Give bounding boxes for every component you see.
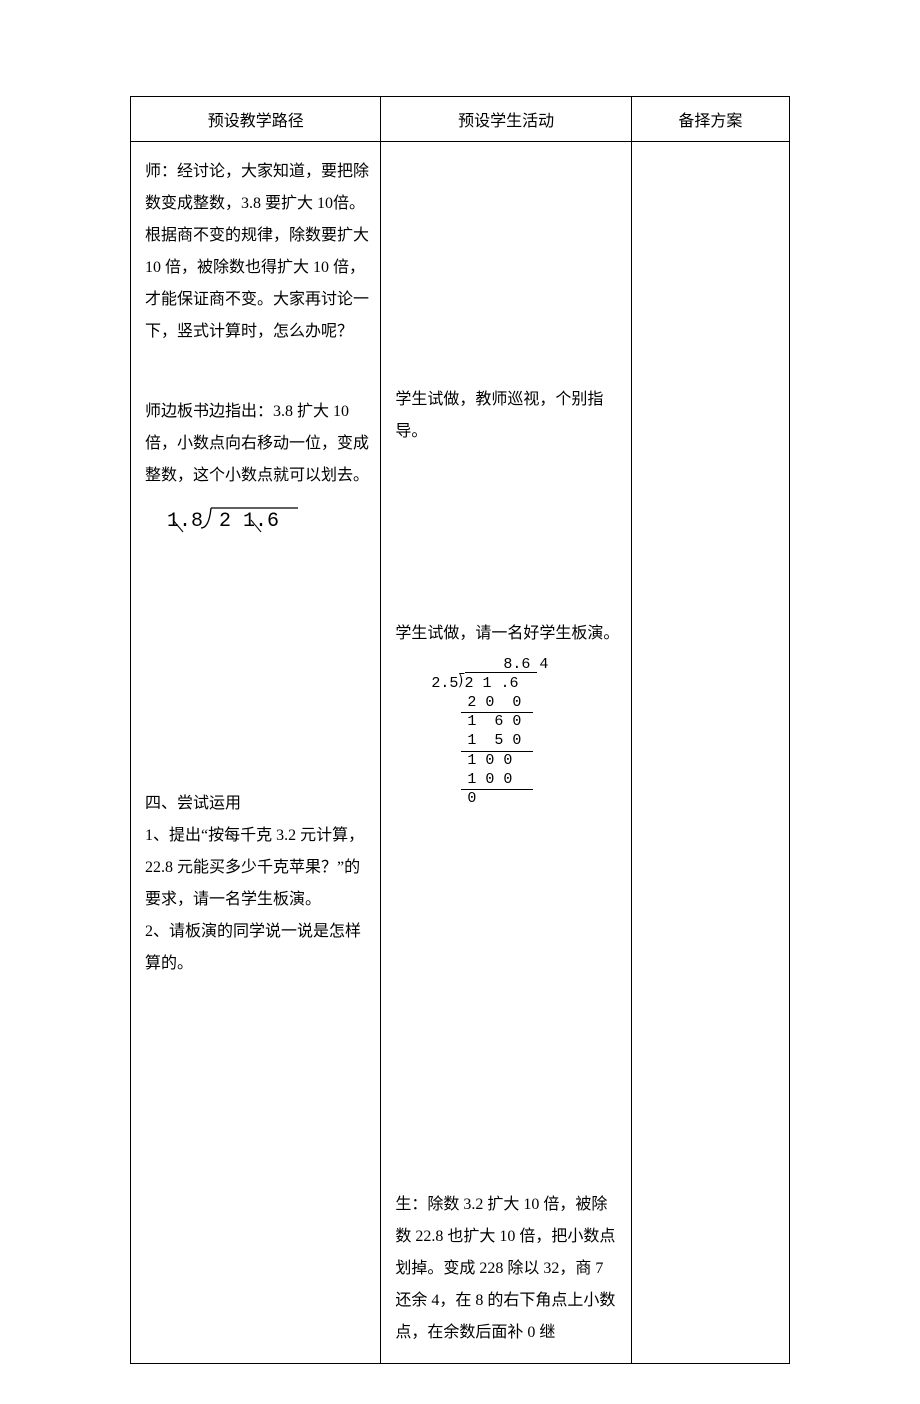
division-bracket-1: 1.8 2 1.6 (163, 498, 323, 538)
section-4-item-2: 2、请板演的同学说一说是怎样算的。 (145, 916, 370, 980)
student-paragraph-1: 学生试做，教师巡视，个别指导。 (395, 384, 620, 448)
section-4-item-1: 1、提出“按每千克 3.2 元计算，22.8 元能买多少千克苹果？”的要求，请一… (145, 820, 370, 916)
cell-teaching-path: 师：经讨论，大家知道，要把除数变成整数，3.8 要扩大 10倍。根据商不变的规律… (131, 142, 381, 1364)
dividend-text: 2 1.6 (219, 510, 279, 533)
lesson-table: 预设教学路径 预设学生活动 备择方案 师：经讨论，大家知道，要把除数变成整数，3… (130, 96, 790, 1364)
teacher-paragraph-2: 师边板书边指出：3.8 扩大 10倍，小数点向右移动一位，变成整数，这个小数点就… (145, 396, 370, 492)
section-4-title: 四、尝试运用 (145, 788, 370, 820)
cell-student-activity: 学生试做，教师巡视，个别指导。 学生试做，请一名好学生板演。 8.6 42.5⟌… (381, 142, 631, 1364)
table-header-row: 预设教学路径 预设学生活动 备择方案 (131, 97, 790, 142)
cell-alt-plan (631, 142, 789, 1364)
page: 预设教学路径 预设学生活动 备择方案 师：经讨论，大家知道，要把除数变成整数，3… (0, 0, 920, 1404)
long-division-work: 8.6 42.5⟌2 1 .6 2 0 0 1 6 0 1 5 0 1 0 0 … (431, 656, 620, 809)
divisor-text: 1.8 (167, 510, 203, 533)
header-alt-plan: 备择方案 (631, 97, 789, 142)
student-paragraph-3: 生：除数 3.2 扩大 10 倍，被除数 22.8 也扩大 10 倍，把小数点划… (395, 1189, 620, 1349)
header-student-activity: 预设学生活动 (381, 97, 631, 142)
teacher-paragraph-1: 师：经讨论，大家知道，要把除数变成整数，3.8 要扩大 10倍。根据商不变的规律… (145, 156, 370, 348)
header-teaching-path: 预设教学路径 (131, 97, 381, 142)
table-body-row: 师：经讨论，大家知道，要把除数变成整数，3.8 要扩大 10倍。根据商不变的规律… (131, 142, 790, 1364)
student-paragraph-2: 学生试做，请一名好学生板演。 (395, 618, 620, 650)
